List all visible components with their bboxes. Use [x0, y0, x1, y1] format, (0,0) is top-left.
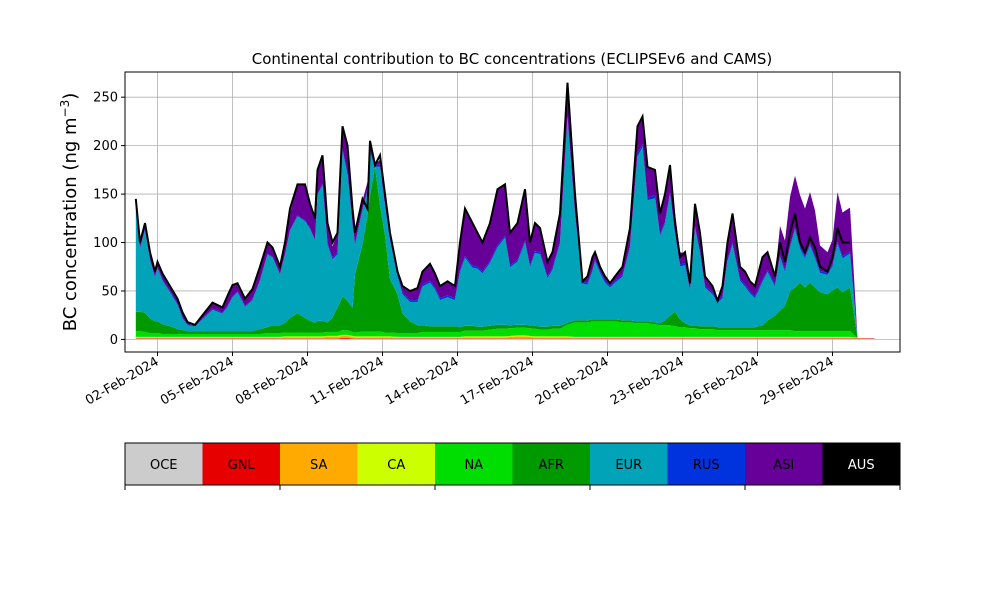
legend-label-eur: EUR	[615, 458, 642, 473]
y-axis-label-main: BC concentration (ng m	[60, 117, 81, 331]
y-axis-label-close: )	[60, 93, 81, 100]
area-series-afr	[135, 166, 875, 339]
stacked-areas	[135, 84, 875, 340]
x-tick-label-4: 14-Feb-2024	[383, 354, 462, 408]
x-tick-label-9: 29-Feb-2024	[758, 354, 837, 408]
x-tick-label-3: 11-Feb-2024	[308, 354, 387, 408]
area-series-na	[135, 321, 875, 339]
legend-label-aus: AUS	[848, 458, 875, 473]
chart-title: Continental contribution to BC concentra…	[252, 50, 773, 68]
legend-swatch-asi	[745, 443, 823, 485]
legend-label-asi: ASI	[773, 458, 794, 473]
y-axis-label: BC concentration (ng m−3)	[58, 93, 81, 332]
plot-frame	[124, 71, 901, 353]
legend-swatch-aus	[822, 443, 900, 485]
y-tick-label-4: 200	[93, 139, 118, 154]
legend: OCE GNL SA CA NA AFR EUR RUS ASI AUS	[124, 442, 901, 490]
legend-label-oce: OCE	[150, 458, 178, 473]
legend-frame	[124, 442, 901, 486]
legend-swatch-na	[435, 443, 513, 485]
x-tick-label-2: 08-Feb-2024	[233, 354, 312, 408]
area-series-eur	[135, 119, 875, 339]
legend-swatch-oce	[125, 443, 203, 485]
legend-swatch-sa	[280, 443, 358, 485]
x-tick-label-5: 17-Feb-2024	[458, 354, 537, 408]
legend-swatch-gnl	[202, 443, 280, 485]
y-tick-label-5: 250	[93, 91, 118, 106]
area-series-asi	[135, 84, 875, 339]
x-tick-label-0: 02-Feb-2024	[83, 354, 162, 408]
legend-swatch-eur	[590, 443, 668, 485]
y-axis-ticks: 0 50 100 150 200 250	[93, 91, 125, 348]
area-series-ca	[135, 334, 875, 339]
area-series-gnl	[135, 337, 875, 339]
y-tick-label-2: 100	[93, 236, 118, 251]
x-tick-label-7: 23-Feb-2024	[608, 354, 687, 408]
y-tick-label-0: 0	[110, 333, 118, 348]
legend-swatch-rus	[667, 443, 745, 485]
total-line	[134, 82, 850, 327]
y-tick-label-3: 150	[93, 188, 118, 203]
legend-swatch-afr	[512, 443, 590, 485]
area-series-sa	[135, 335, 875, 339]
y-axis-label-sup: −3	[58, 100, 72, 118]
legend-label-gnl: GNL	[228, 458, 256, 473]
y-tick-label-1: 50	[101, 284, 118, 299]
x-axis-ticks: 02-Feb-202405-Feb-202408-Feb-202411-Feb-…	[83, 352, 837, 408]
x-tick-label-1: 05-Feb-2024	[158, 354, 237, 408]
legend-label-rus: RUS	[693, 458, 720, 473]
legend-label-sa: SA	[310, 458, 327, 473]
legend-label-afr: AFR	[539, 458, 564, 473]
x-tick-label-6: 20-Feb-2024	[533, 354, 612, 408]
x-tick-label-8: 26-Feb-2024	[683, 354, 762, 408]
area-series-oce	[135, 338, 875, 340]
legend-swatch-ca	[357, 443, 435, 485]
legend-label-na: NA	[464, 458, 483, 473]
total-series-line	[134, 82, 850, 327]
legend-label-ca: CA	[387, 458, 405, 473]
